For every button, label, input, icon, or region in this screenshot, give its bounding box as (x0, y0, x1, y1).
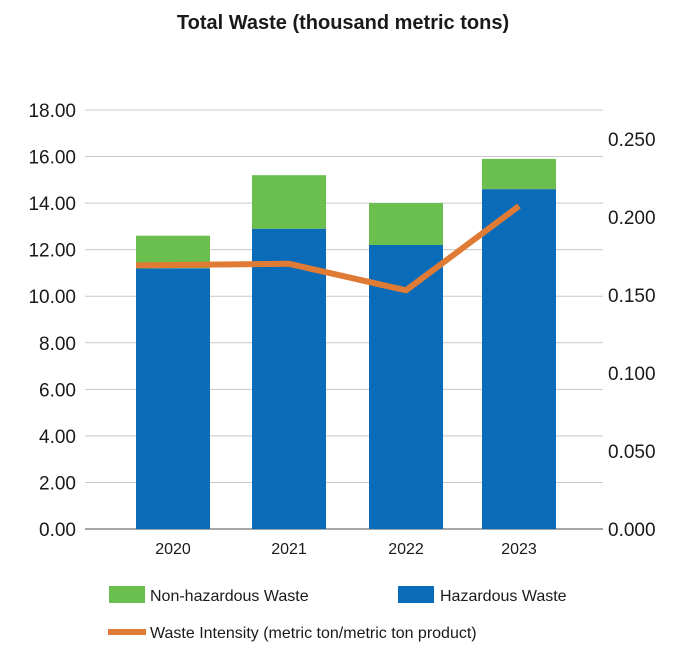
left-tick-label: 18.00 (28, 101, 76, 122)
bar-hazardous-2023 (482, 189, 556, 529)
x-axis: 2020 2021 2022 2023 (155, 541, 537, 558)
left-tick-label: 6.00 (39, 380, 76, 401)
left-tick-label: 14.00 (28, 194, 76, 215)
legend-label-nonhazardous: Non-hazardous Waste (150, 588, 309, 605)
legend-swatch-nonhazardous (109, 586, 145, 603)
chart-title: Total Waste (thousand metric tons) (177, 12, 509, 34)
left-tick-label: 10.00 (28, 287, 76, 308)
right-tick-label: 0.200 (608, 208, 656, 229)
right-axis: 0.000 0.050 0.100 0.150 0.200 0.250 (608, 130, 656, 541)
bar-nonhazardous-2023 (482, 158, 556, 190)
legend: Non-hazardous Waste Hazardous Waste Wast… (108, 586, 567, 642)
right-tick-label: 0.000 (608, 520, 656, 541)
legend-label-hazardous: Hazardous Waste (440, 588, 567, 605)
left-tick-label: 8.00 (39, 334, 76, 355)
left-tick-label: 0.00 (39, 520, 76, 541)
left-tick-label: 2.00 (39, 473, 76, 494)
left-tick-label: 16.00 (28, 148, 76, 169)
x-tick-label: 2023 (501, 541, 537, 558)
bar-hazardous-2020 (136, 268, 210, 529)
legend-swatch-intensity (108, 629, 146, 635)
legend-swatch-hazardous (398, 586, 434, 603)
right-tick-label: 0.150 (608, 286, 656, 307)
right-tick-label: 0.050 (608, 442, 656, 463)
left-tick-label: 4.00 (39, 427, 76, 448)
left-axis: 0.00 2.00 4.00 6.00 8.00 10.00 12.00 14.00 16.00… (28, 101, 76, 541)
bar-nonhazardous-2022 (369, 203, 443, 246)
legend-label-intensity: Waste Intensity (metric ton/metric ton p… (150, 625, 477, 642)
intensity-line-path (135, 203, 521, 294)
bar-nonhazardous-2021 (252, 175, 326, 229)
intensity-line (135, 203, 521, 294)
bar-hazardous-2021 (252, 228, 326, 529)
left-tick-label: 12.00 (28, 241, 76, 262)
x-tick-label: 2021 (271, 541, 307, 558)
x-tick-label: 2022 (388, 541, 424, 558)
bars (136, 158, 556, 529)
x-tick-label: 2020 (155, 541, 191, 558)
right-tick-label: 0.100 (608, 364, 656, 385)
right-tick-label: 0.250 (608, 130, 656, 151)
